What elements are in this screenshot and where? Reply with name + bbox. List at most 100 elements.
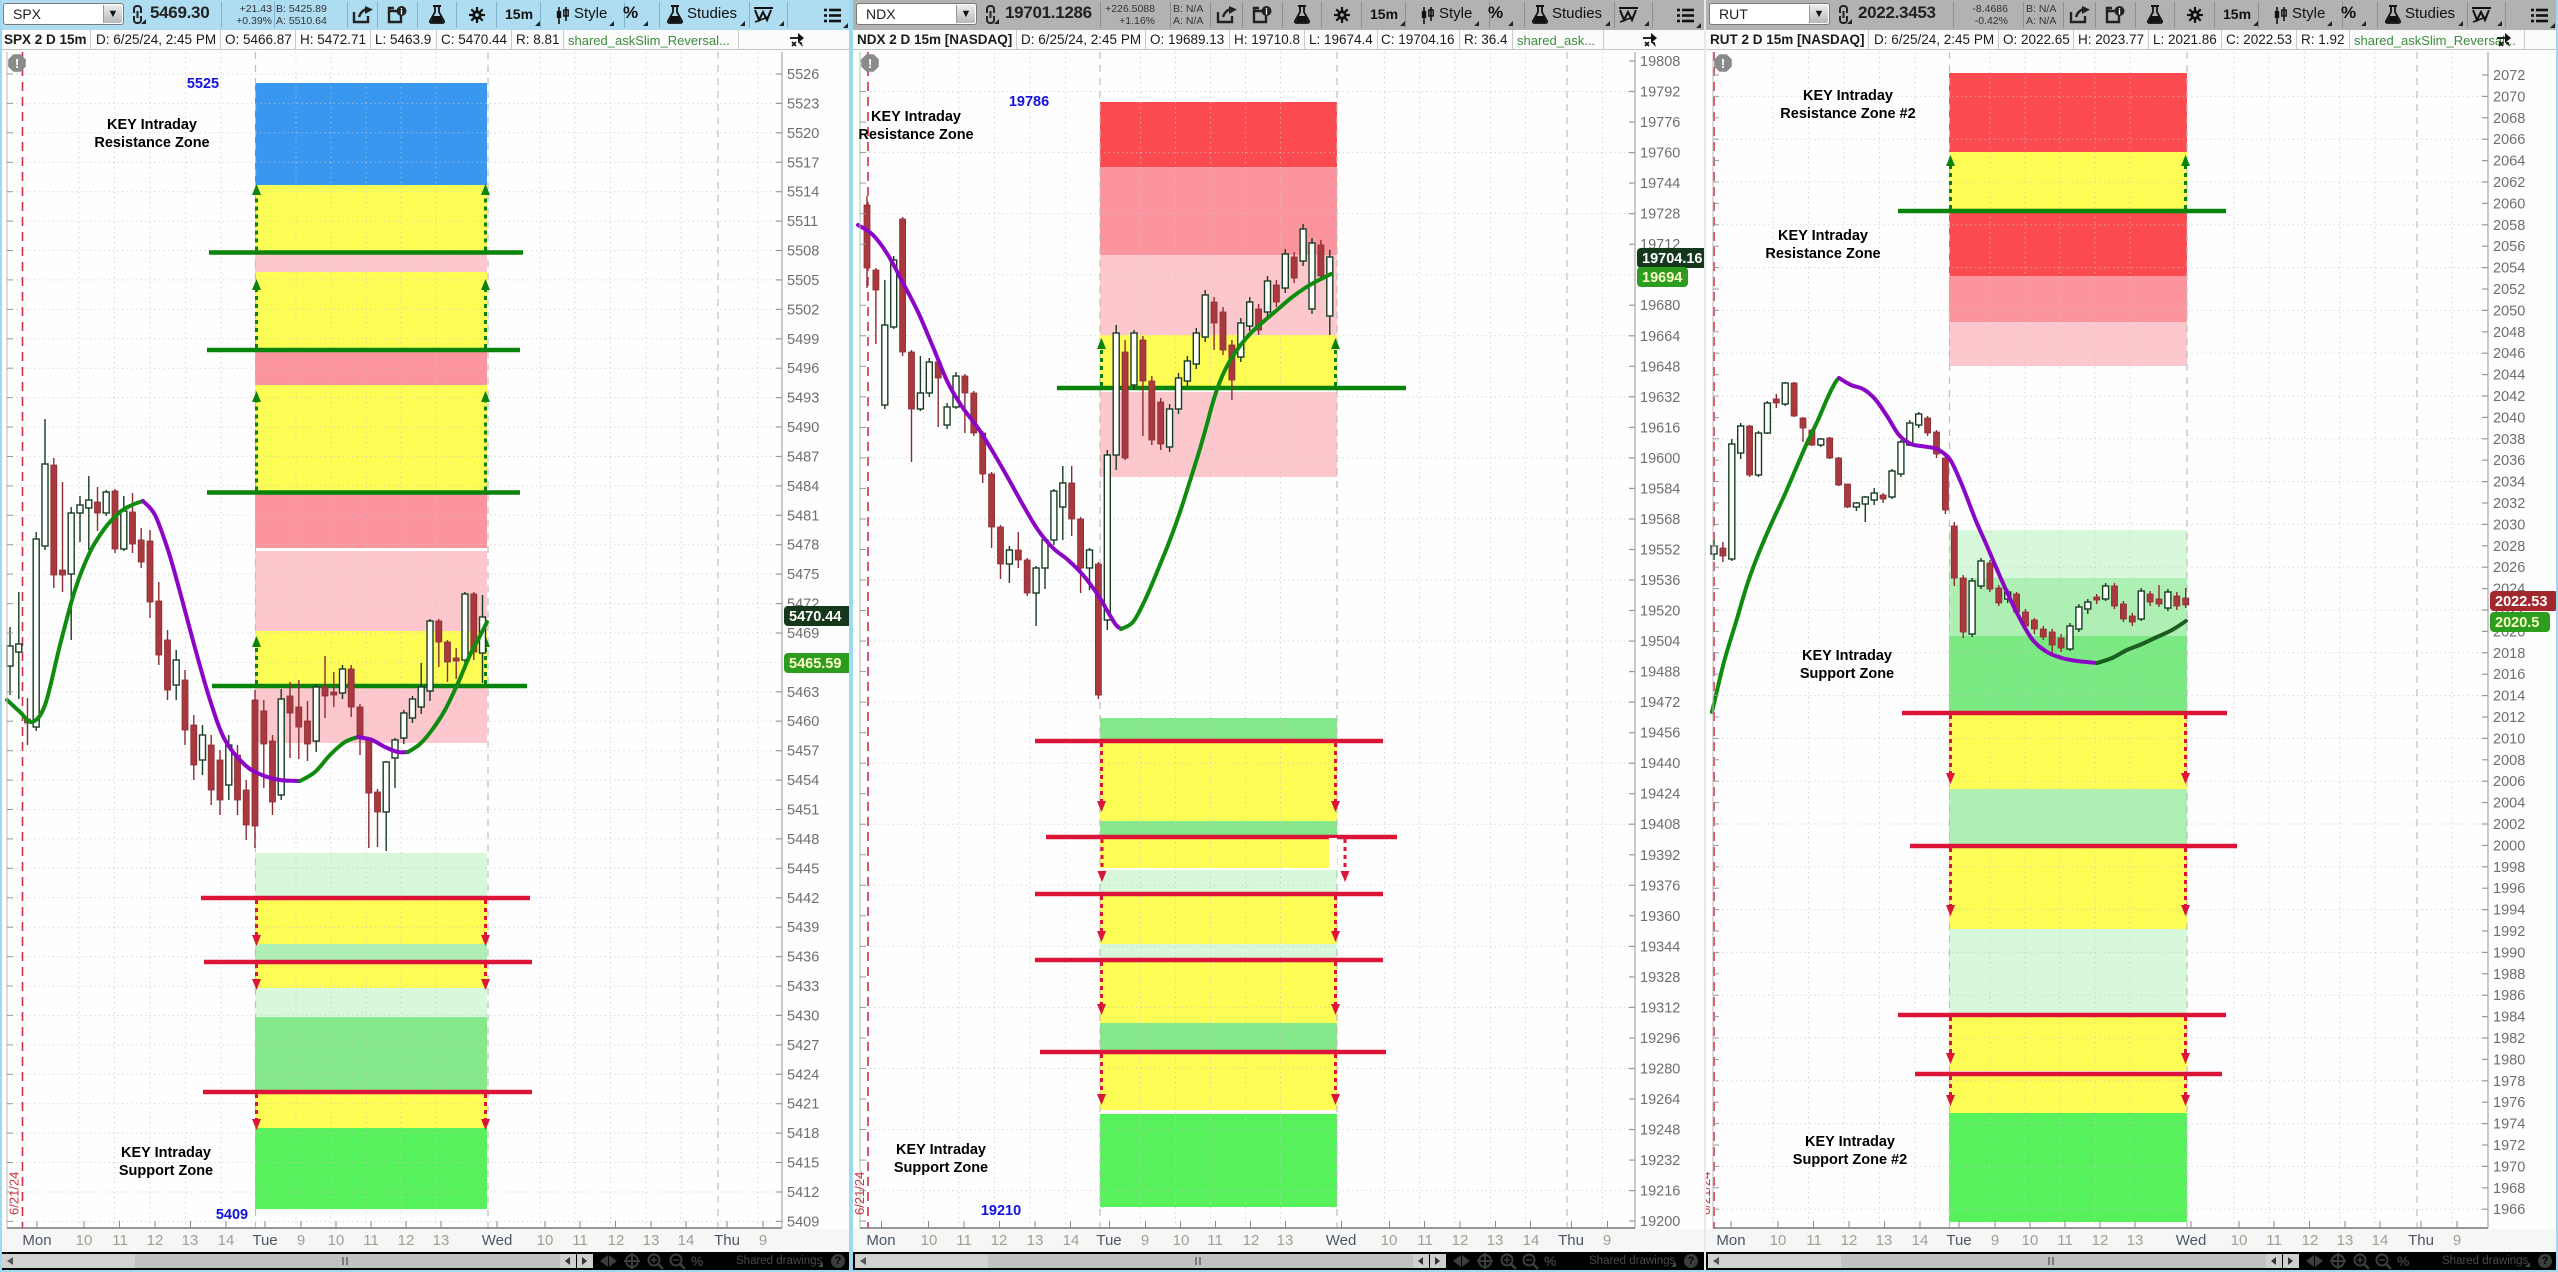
svg-text:2042: 2042 (2493, 389, 2525, 405)
svg-text:19632: 19632 (1640, 390, 1680, 406)
svg-text:19376: 19376 (1640, 878, 1680, 894)
svg-text:5475: 5475 (787, 567, 819, 583)
svg-text:5469: 5469 (787, 626, 819, 642)
svg-text:5526: 5526 (787, 67, 819, 83)
svg-text:5496: 5496 (787, 361, 819, 377)
svg-text:19504: 19504 (1640, 634, 1680, 650)
svg-text:Support Zone: Support Zone (1800, 666, 1894, 682)
svg-text:Support Zone: Support Zone (119, 1163, 213, 1179)
svg-text:19808: 19808 (1640, 54, 1680, 70)
svg-text:19694: 19694 (1642, 270, 1682, 286)
svg-text:5523: 5523 (787, 96, 819, 112)
svg-text:19616: 19616 (1640, 420, 1680, 436)
svg-text:19264: 19264 (1640, 1092, 1680, 1108)
svg-text:5409: 5409 (787, 1214, 819, 1229)
svg-text:1966: 1966 (2493, 1202, 2525, 1218)
svg-text:5487: 5487 (787, 450, 819, 466)
svg-text:19536: 19536 (1640, 573, 1680, 589)
svg-text:5481: 5481 (787, 508, 819, 524)
svg-text:5493: 5493 (787, 391, 819, 407)
svg-text:5439: 5439 (787, 920, 819, 936)
svg-text:Resistance Zone: Resistance Zone (94, 135, 209, 151)
svg-text:KEY Intraday: KEY Intraday (121, 1145, 211, 1161)
svg-text:19728: 19728 (1640, 207, 1680, 223)
svg-text:19280: 19280 (1640, 1062, 1680, 1078)
svg-text:1990: 1990 (2493, 945, 2525, 961)
svg-text:2068: 2068 (2493, 111, 2525, 127)
svg-text:5427: 5427 (787, 1038, 819, 1054)
svg-text:6/21/24: 6/21/24 (7, 1172, 22, 1215)
svg-text:5412: 5412 (787, 1185, 819, 1201)
svg-text:2020.5: 2020.5 (2495, 615, 2539, 631)
svg-text:i: i (1265, 7, 1268, 17)
svg-text:2034: 2034 (2493, 475, 2525, 491)
svg-text:2056: 2056 (2493, 239, 2525, 255)
svg-text:19760: 19760 (1640, 146, 1680, 162)
svg-text:5448: 5448 (787, 832, 819, 848)
svg-text:5465.59: 5465.59 (789, 656, 841, 672)
svg-text:KEY Intraday: KEY Intraday (896, 1142, 986, 1158)
svg-text:!: ! (15, 56, 19, 71)
svg-text:5445: 5445 (787, 861, 819, 877)
svg-text:1970: 1970 (2493, 1159, 2525, 1175)
svg-text:5511: 5511 (787, 214, 818, 230)
svg-text:19296: 19296 (1640, 1031, 1680, 1047)
svg-text:19232: 19232 (1640, 1153, 1680, 1169)
svg-text:2026: 2026 (2493, 560, 2525, 576)
svg-text:5514: 5514 (787, 185, 819, 201)
svg-text:2016: 2016 (2493, 667, 2525, 683)
svg-text:!: ! (868, 56, 872, 71)
svg-text:19216: 19216 (1640, 1184, 1680, 1200)
svg-text:KEY Intraday: KEY Intraday (107, 117, 197, 133)
svg-text:6/21/24: 6/21/24 (1706, 1172, 1713, 1215)
svg-text:1976: 1976 (2493, 1095, 2525, 1111)
svg-text:5433: 5433 (787, 979, 819, 995)
svg-text:5436: 5436 (787, 950, 819, 966)
svg-text:2012: 2012 (2493, 710, 2525, 726)
svg-text:19568: 19568 (1640, 512, 1680, 528)
svg-text:19392: 19392 (1640, 848, 1680, 864)
svg-text:19744: 19744 (1640, 176, 1680, 192)
svg-text:Support Zone #2: Support Zone #2 (1793, 1152, 1907, 1168)
svg-text:1994: 1994 (2493, 903, 2525, 919)
svg-text:Resistance Zone: Resistance Zone (858, 127, 973, 143)
svg-text:KEY Intraday: KEY Intraday (1805, 1134, 1895, 1150)
svg-text:19600: 19600 (1640, 451, 1680, 467)
svg-text:5499: 5499 (787, 332, 819, 348)
svg-text:2038: 2038 (2493, 432, 2525, 448)
svg-text:19328: 19328 (1640, 970, 1680, 986)
svg-text:2006: 2006 (2493, 774, 2525, 790)
svg-text:2018: 2018 (2493, 646, 2525, 662)
svg-text:2008: 2008 (2493, 753, 2525, 769)
svg-text:2010: 2010 (2493, 731, 2525, 747)
svg-text:19552: 19552 (1640, 543, 1680, 559)
svg-text:Support Zone: Support Zone (894, 1160, 988, 1176)
svg-text:19312: 19312 (1640, 1000, 1680, 1016)
svg-text:2048: 2048 (2493, 325, 2525, 341)
svg-text:2044: 2044 (2493, 368, 2525, 384)
svg-text:Resistance Zone #2: Resistance Zone #2 (1780, 106, 1915, 122)
svg-text:Resistance Zone: Resistance Zone (1765, 246, 1880, 262)
svg-text:5470.44: 5470.44 (789, 609, 841, 625)
svg-text:1978: 1978 (2493, 1074, 2525, 1090)
svg-text:%: % (691, 1253, 704, 1269)
svg-text:6/21/24: 6/21/24 (853, 1172, 867, 1215)
svg-text:5430: 5430 (787, 1008, 819, 1024)
svg-text:2060: 2060 (2493, 196, 2525, 212)
svg-text:19584: 19584 (1640, 481, 1680, 497)
svg-text:19472: 19472 (1640, 695, 1680, 711)
svg-text:19344: 19344 (1640, 939, 1680, 955)
svg-text:i: i (2118, 7, 2121, 17)
svg-text:1982: 1982 (2493, 1031, 2525, 1047)
svg-text:19680: 19680 (1640, 298, 1680, 314)
svg-text:5505: 5505 (787, 273, 819, 289)
svg-text:1968: 1968 (2493, 1181, 2525, 1197)
svg-text:5454: 5454 (787, 773, 819, 789)
svg-text:2052: 2052 (2493, 282, 2525, 298)
svg-text:KEY Intraday: KEY Intraday (1803, 88, 1893, 104)
svg-text:19792: 19792 (1640, 85, 1680, 101)
svg-text:2028: 2028 (2493, 539, 2525, 555)
svg-text:19456: 19456 (1640, 726, 1680, 742)
svg-text:1986: 1986 (2493, 988, 2525, 1004)
svg-text:5421: 5421 (787, 1097, 819, 1113)
